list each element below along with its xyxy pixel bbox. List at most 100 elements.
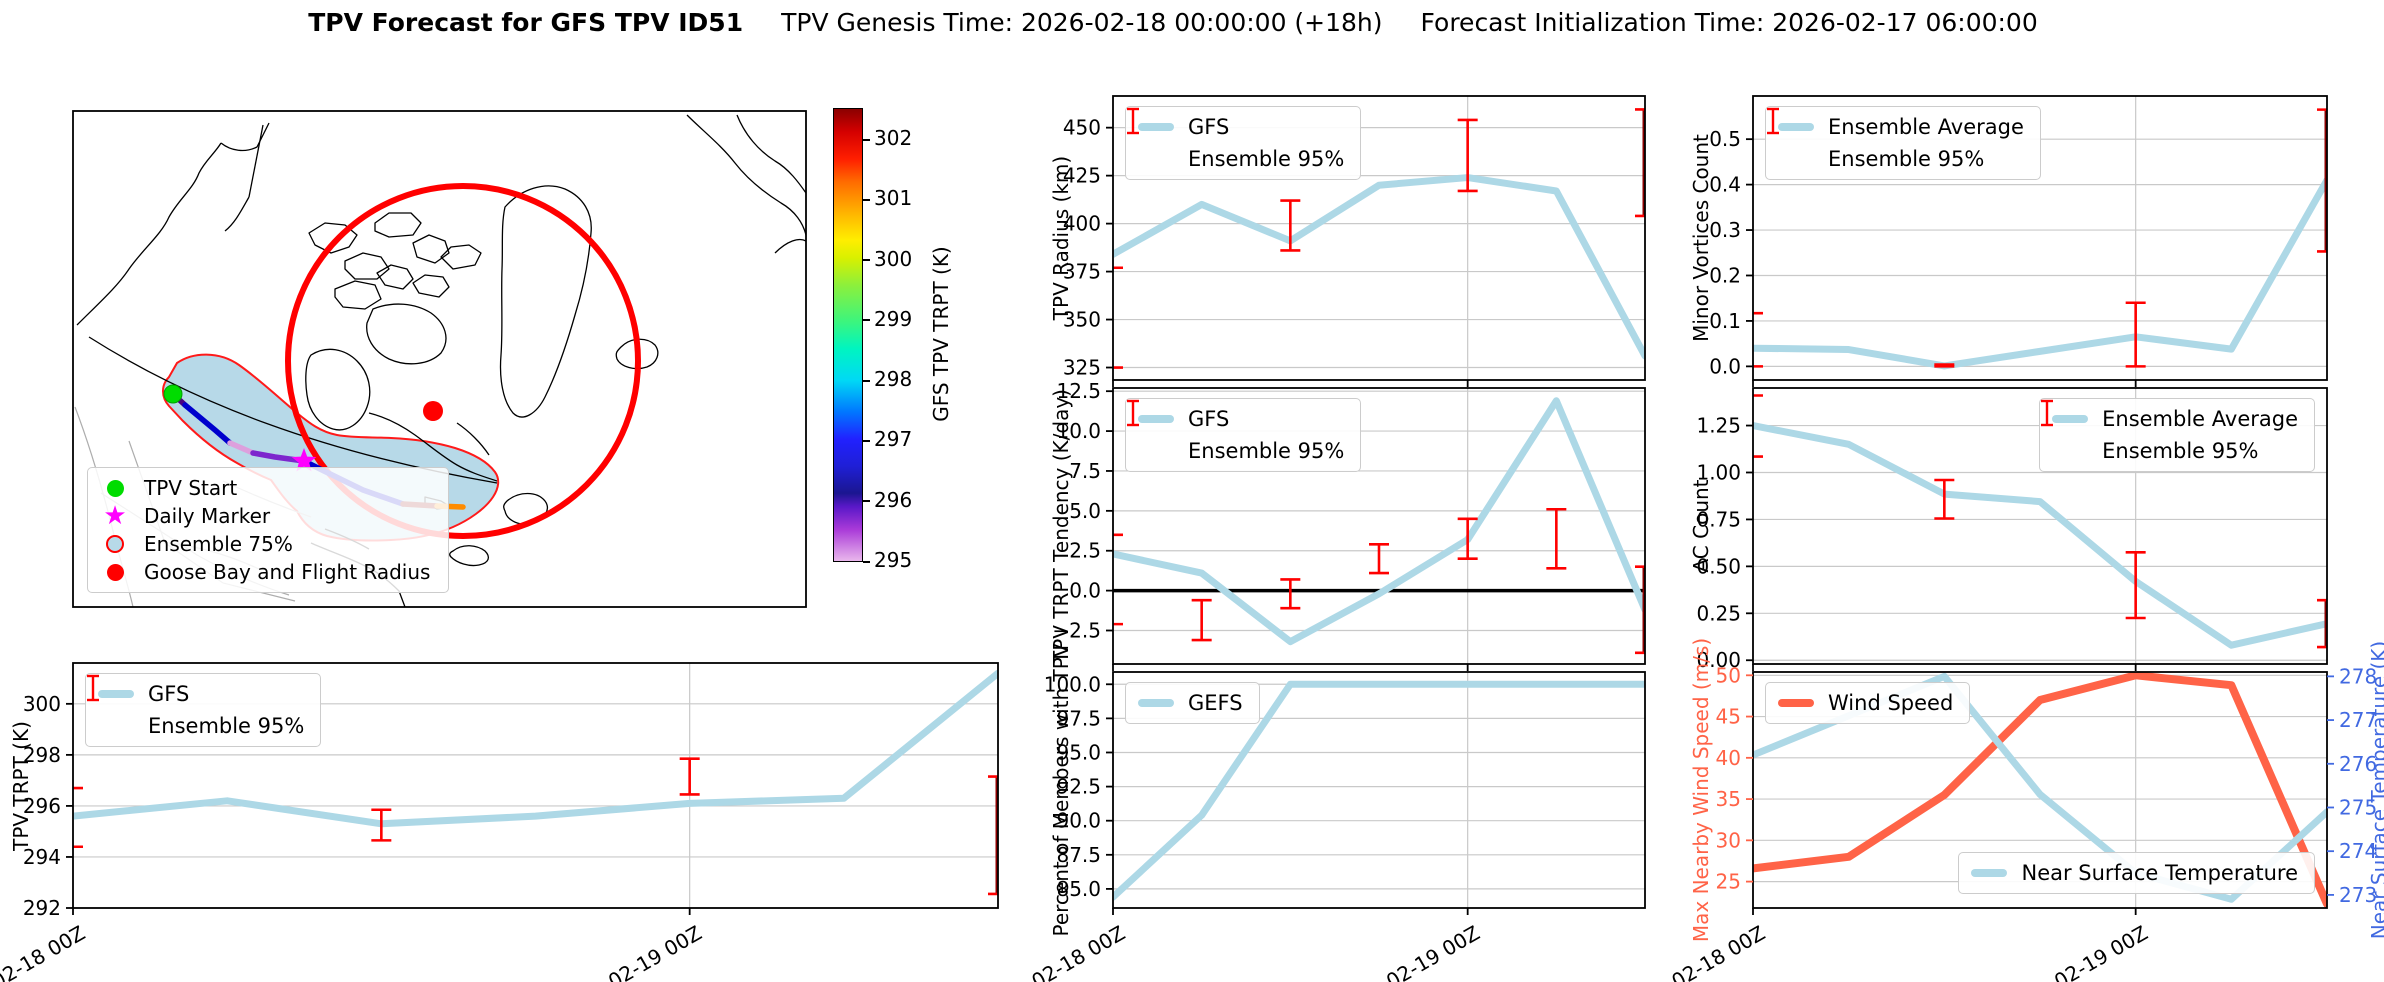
y-tick-label: 85.0	[1056, 877, 1101, 901]
y-tick-label: 25	[1716, 870, 1741, 894]
map-legend-label: Ensemble 75%	[144, 532, 293, 556]
y-axis-ticks: 292 294 296 298 300	[23, 692, 73, 920]
y-tick-label: 95.0	[1056, 740, 1101, 764]
y-tick-label: 92.5	[1056, 775, 1101, 799]
figure-title: TPV Forecast for GFS TPV ID51 TPV Genesis…	[0, 8, 2384, 37]
ensemble-average-line	[1753, 422, 2327, 649]
legend-item: Ensemble 95%	[87, 674, 304, 738]
y-tick-label: 2.5	[1069, 539, 1101, 563]
y-tick-label: 100.0	[1044, 672, 1101, 696]
title-genesis-time: TPV Genesis Time: 2026-02-18 00:00:00 (+…	[781, 8, 1383, 37]
wind-temp-legend: Near Surface Temperature	[1958, 852, 2315, 894]
y-tick-label: 0.5	[1709, 127, 1741, 151]
tpv-trpt-tendency-chart: −2.5 0.0 2.5 5.0 7.5 10.0 12.5 TPV TRPT Tendenc…	[1049, 379, 1646, 671]
legend-label: Near Surface Temperature	[2021, 861, 2298, 885]
ac-count-legend: Ensemble Average Ensemble 95%	[2039, 398, 2315, 472]
colorbar-tick: 297	[863, 427, 912, 451]
flight-radius-circle	[285, 183, 641, 539]
x-axis-ticks: 02-18 00Z 02-19 00Z	[1667, 908, 2152, 982]
tpv-start-marker	[163, 384, 183, 404]
gefs-line	[1113, 680, 1645, 901]
dot-icon	[102, 560, 128, 584]
members-percent-legend: GEFS	[1125, 682, 1260, 724]
y-tick-label: 350	[1063, 308, 1101, 332]
x-tick-label: 02-18 00Z	[1667, 921, 1769, 982]
legend-label: GFS	[148, 682, 190, 706]
legend-item: Wind Speed	[1778, 691, 1953, 715]
members-percent-ylabel: Percent of Members with TPV	[1049, 643, 1073, 937]
ensemble-95-errorbars	[1113, 507, 1645, 655]
map-border	[72, 110, 807, 608]
y-tick-label: 40	[1716, 746, 1741, 770]
colorbar-tick: 300	[863, 247, 912, 271]
legend-label: GEFS	[1188, 691, 1243, 715]
legend-label: GFS	[1188, 407, 1230, 431]
line-swatch-icon	[1778, 123, 1814, 131]
colorbar-tick: 301	[863, 186, 912, 210]
y-tick-label: 298	[23, 743, 61, 767]
legend-item: Ensemble 95%	[1767, 107, 2024, 171]
right-tick-label: 273	[2339, 883, 2377, 907]
tpv-trpt-legend: GFS Ensemble 95%	[85, 673, 322, 747]
gfs-line	[73, 669, 998, 828]
tpv-radius-ylabel: TPV Radius (km)	[1049, 155, 1073, 321]
right-tick-label: 275	[2339, 795, 2377, 819]
y-tick-label: 375	[1063, 260, 1101, 284]
colorbar-tick: 295	[863, 548, 912, 572]
map-legend-label: TPV Start	[144, 476, 238, 500]
y-axis-ticks: 25 30 35 40 45 50	[1716, 663, 1753, 894]
y-tick-label: 292	[23, 896, 61, 920]
right-tick-label: 276	[2339, 752, 2377, 776]
map-legend-label: Daily Marker	[144, 504, 271, 528]
y-tick-label: 10.0	[1056, 419, 1101, 443]
y-tick-label: 0.2	[1709, 263, 1741, 287]
x-axis-ticks	[1752, 380, 2137, 387]
ac-count-ylabel: AC Count	[1689, 479, 1713, 573]
tpv-trpt-tendency-legend: GFS Ensemble 95%	[1125, 398, 1362, 472]
y-tick-label: 0.00	[1696, 648, 1741, 672]
minor-vortices-legend: Ensemble Average Ensemble 95%	[1765, 106, 2041, 180]
y-axis-ticks: 85.0 87.5 90.0 92.5 95.0 97.5 100.0	[1044, 672, 1113, 901]
axes-spines	[1112, 95, 1646, 381]
colorbar-tick: 302	[863, 126, 912, 150]
y-tick-label: 1.00	[1696, 460, 1741, 484]
legend-label: Ensemble Average	[2102, 407, 2298, 431]
right-axis-ticks: 273 274 275 276 277 278	[2327, 664, 2377, 907]
y-tick-label: 296	[23, 794, 61, 818]
wind-temp-right-ylabel: Near Surface Temperature (K)	[2367, 640, 2384, 940]
x-tick-label: 02-19 00Z	[2050, 921, 2152, 982]
legend-item: Ensemble 95%	[1127, 399, 1344, 463]
x-axis-ticks: 02-18 00Z 02-19 00Z	[1027, 908, 1484, 982]
x-tick-label: 02-19 00Z	[1382, 921, 1484, 982]
colorbar	[833, 108, 863, 562]
tpv-trpt-tendency-ylabel: TPV TRPT Tendency (K/day)	[1049, 389, 1073, 663]
gfs-line	[1113, 397, 1645, 646]
tpv-radius-plot: 325 350 375 400 425 450	[1063, 95, 1646, 387]
tpv-trpt-tendency-plot: −2.5 0.0 2.5 5.0 7.5 10.0 12.5	[1052, 379, 1646, 671]
map-panel: TPV Start ★ Daily Marker Ensemble 75% Goose …	[72, 110, 807, 608]
x-axis-ticks	[1752, 664, 2137, 671]
y-tick-label: 450	[1063, 116, 1101, 140]
y-tick-label: 325	[1063, 356, 1101, 380]
y-tick-label: 7.5	[1069, 459, 1101, 483]
minor-vortices-chart: 0.0 0.1 0.2 0.3 0.4 0.5 Minor Vortices Count En…	[1689, 95, 2328, 387]
tpv-trpt-ylabel: TPV TRPT (K)	[9, 720, 33, 851]
ensemble-95-errorbars	[1753, 108, 2327, 368]
ensemble-ring-icon	[102, 532, 128, 556]
legend-item: Ensemble 95%	[2041, 399, 2298, 463]
line-swatch-icon	[98, 690, 134, 698]
legend-item: GFS	[1138, 407, 1344, 431]
tpv-radius-chart: 325 350 375 400 425 450 TPV Radius (km) GFS Ense…	[1049, 95, 1646, 387]
y-tick-label: 0.3	[1709, 218, 1741, 242]
x-tick-label: 02-19 00Z	[604, 921, 706, 982]
y-tick-label: 30	[1716, 828, 1741, 852]
y-tick-label: 87.5	[1056, 843, 1101, 867]
legend-label: Ensemble 95%	[1828, 147, 1985, 171]
axes-spines	[1112, 671, 1646, 909]
colorbar-label: GFS TPV TRPT (K)	[929, 246, 953, 422]
y-tick-label: 5.0	[1069, 499, 1101, 523]
line-swatch-icon	[1138, 415, 1174, 423]
tpv-trpt-chart: 292 294 296 298 300 02-18 00Z 02-19 00Z TPV TRP…	[0, 662, 999, 982]
goose-bay-dot	[423, 401, 443, 421]
